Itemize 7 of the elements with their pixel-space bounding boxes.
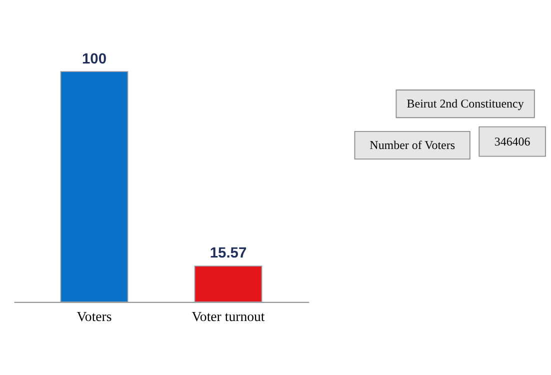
data-label: 100 [82, 51, 107, 68]
x-tick-label: Voters [76, 308, 112, 324]
data-label: 15.57 [210, 246, 247, 262]
text: Beirut 2nd Constituency [406, 96, 524, 110]
x-tick-label: Voter turnout [192, 308, 265, 324]
text: 346406 [494, 134, 530, 148]
text: Number of Voters [370, 138, 456, 152]
